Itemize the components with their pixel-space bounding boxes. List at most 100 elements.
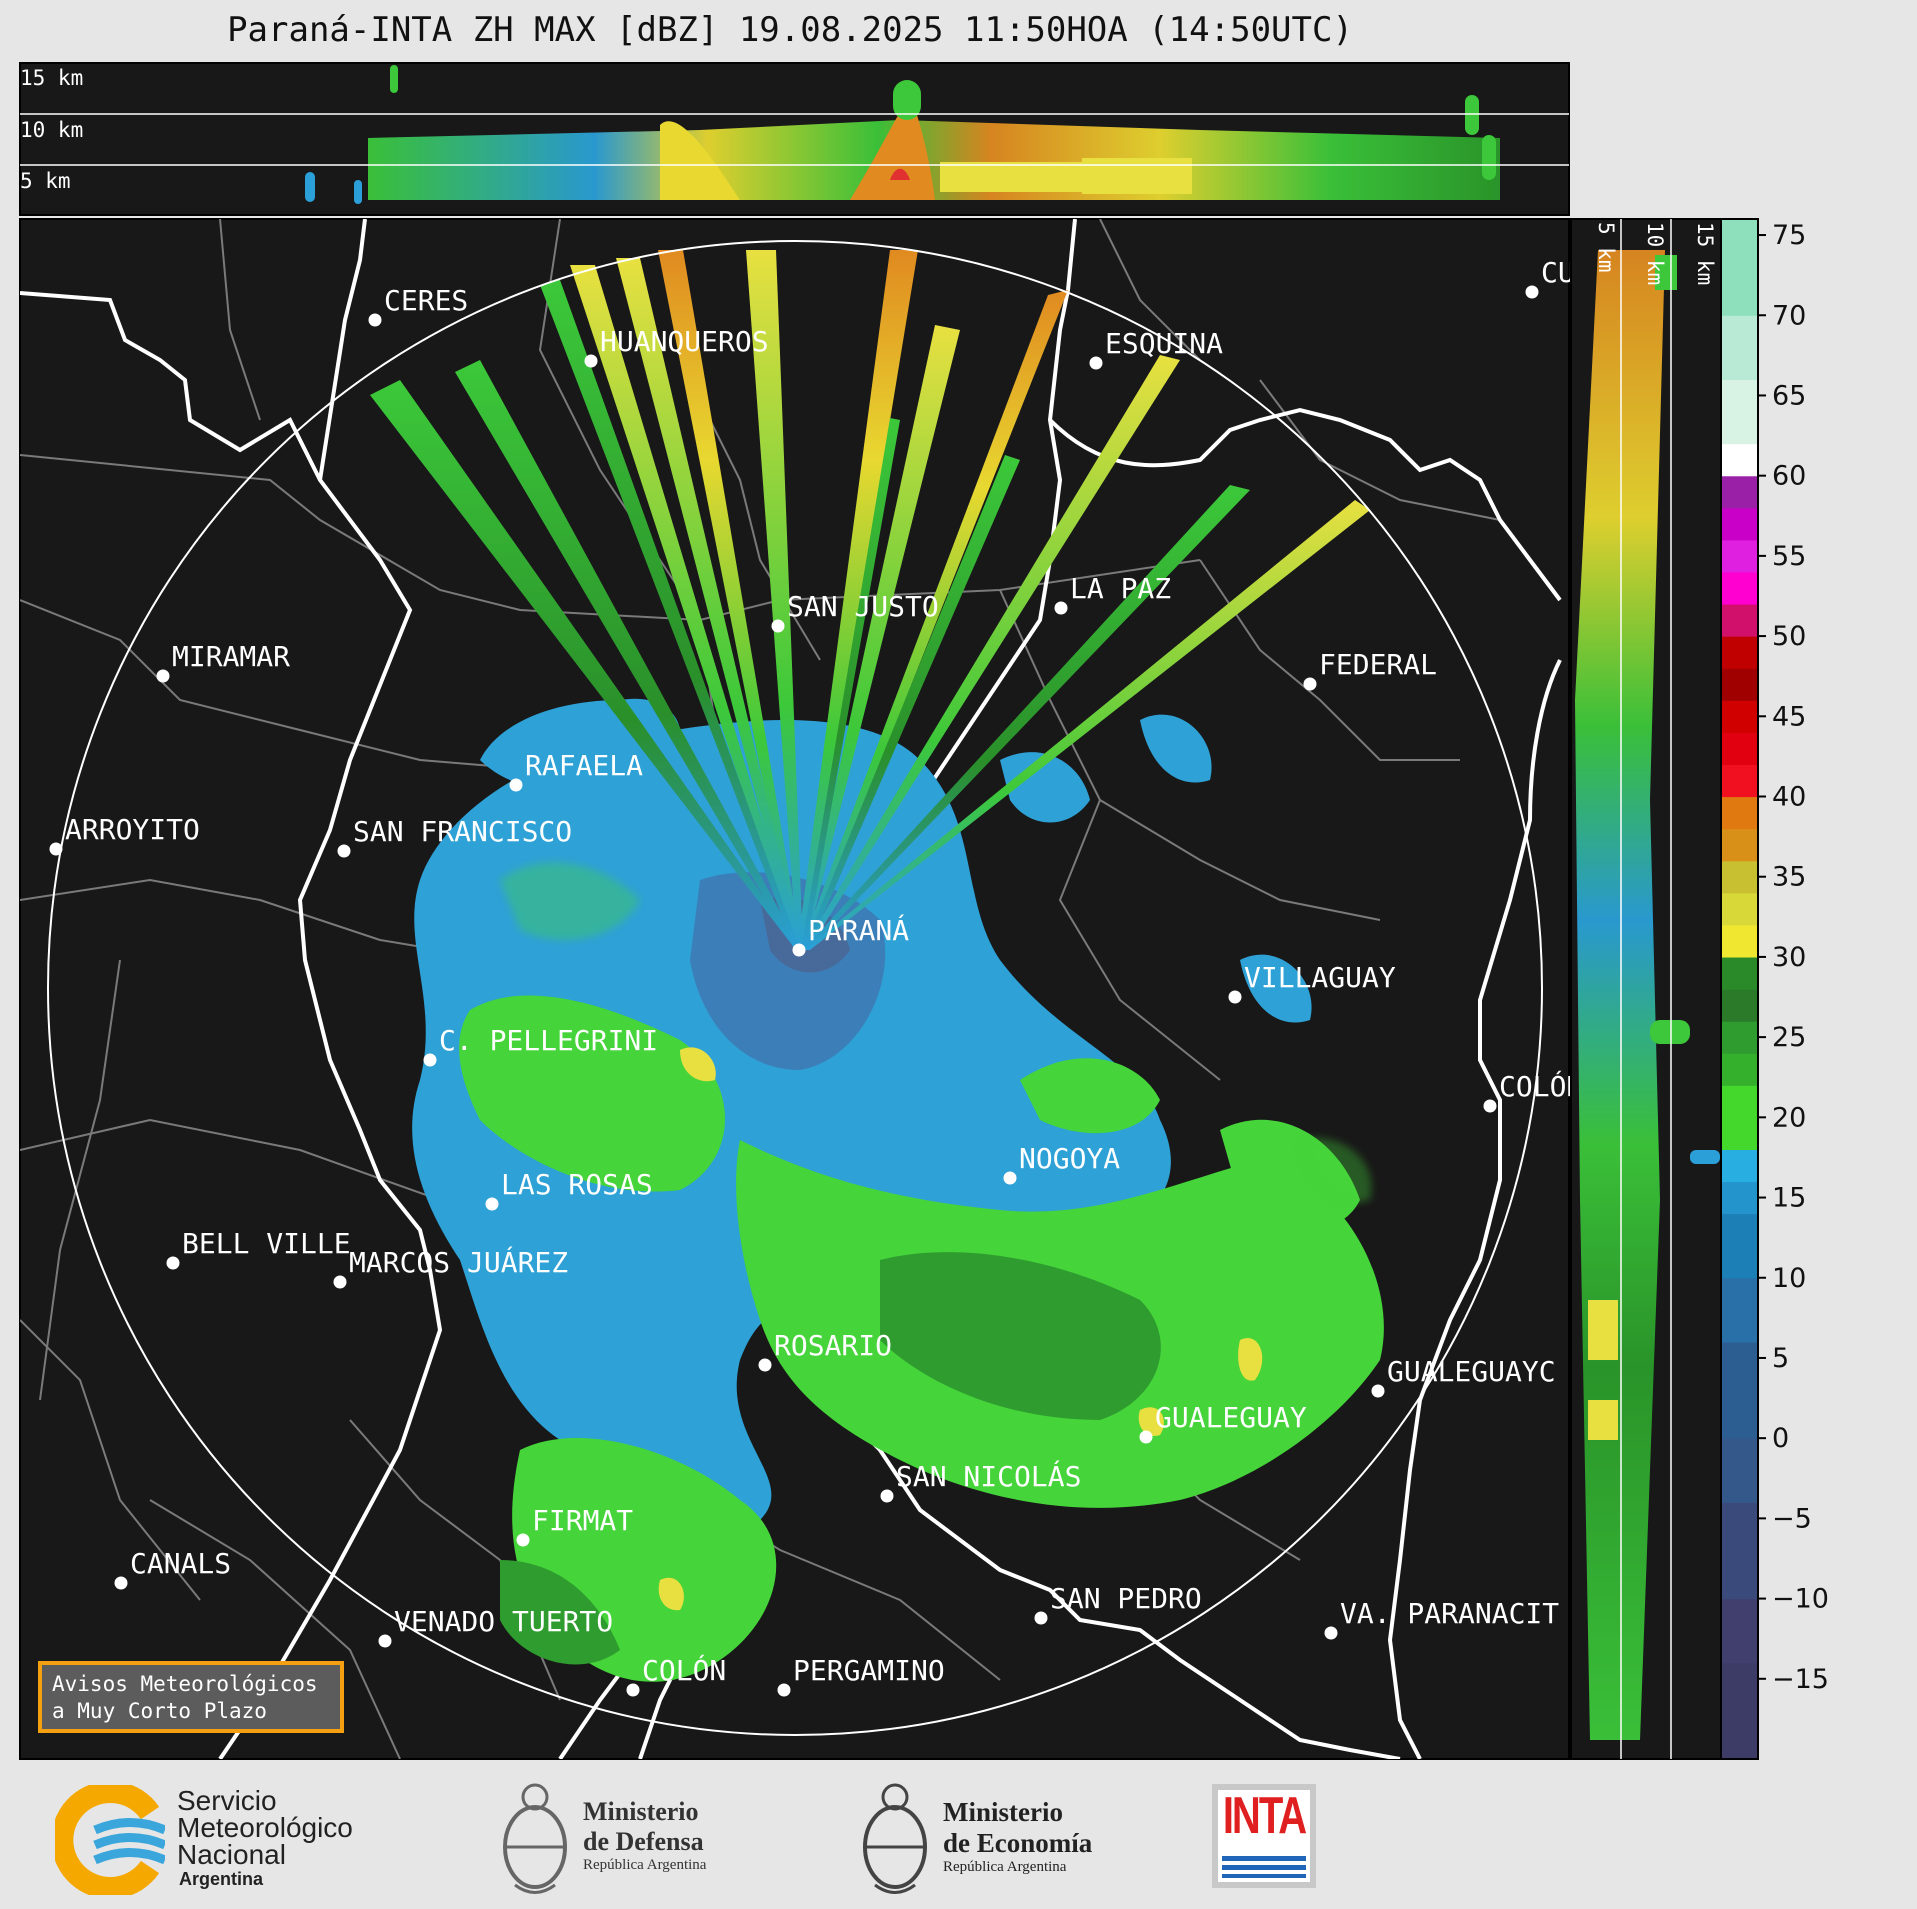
- city-label: C. PELLEGRINI: [439, 1024, 658, 1057]
- colorbar-swatch: [1721, 956, 1758, 990]
- alert-line-1: Avisos Meteorológicos: [52, 1672, 318, 1696]
- colorbar-tick-label: −10: [1772, 1584, 1829, 1615]
- colorbar-swatch: [1721, 1630, 1758, 1664]
- colorbar-swatch: [1721, 1534, 1758, 1568]
- city-label: CERES: [384, 284, 468, 317]
- colorbar-swatch: [1721, 443, 1758, 477]
- city-canals: CANALS: [114, 1547, 231, 1590]
- top-height-label-5: 5 km: [20, 169, 71, 193]
- city-firmat: FIRMAT: [516, 1504, 633, 1547]
- colorbar-swatch: [1721, 539, 1758, 573]
- side-height-label-5: 5 km: [1594, 222, 1618, 273]
- top-height-panel: 15 km 10 km 5 km: [19, 62, 1570, 216]
- defensa-logo: Ministerio de Defensa República Argentin…: [495, 1775, 755, 1900]
- city-parana: PARANÁ: [792, 913, 909, 957]
- city-dot: [792, 943, 806, 957]
- city-dot: [114, 1576, 128, 1590]
- city-label: RAFAELA: [525, 749, 643, 782]
- city-label: FEDERAL: [1319, 648, 1437, 681]
- city-san-francisco: SAN FRANCISCO: [337, 815, 572, 858]
- colorbar-swatch: [1721, 507, 1758, 541]
- colorbar-swatch: [1721, 1470, 1758, 1503]
- colorbar-swatch: [1721, 892, 1758, 926]
- smn-line-1: Servicio: [177, 1785, 277, 1816]
- city-c-pellegrini: C. PELLEGRINI: [423, 1024, 658, 1067]
- alert-box[interactable]: Avisos Meteorológicos a Muy Corto Plazo: [38, 1661, 344, 1733]
- city-nogoya: NOGOYA: [1003, 1142, 1120, 1185]
- reflectivity-echoes: [370, 250, 1384, 1682]
- colorbar-swatch: [1721, 283, 1758, 316]
- colorbar-tick-label: 55: [1772, 541, 1806, 572]
- colorbar-swatch: [1721, 571, 1758, 605]
- colorbar-swatch: [1721, 315, 1758, 348]
- city-dot: [1228, 990, 1242, 1004]
- side-height-label-15: 15 km: [1693, 222, 1717, 285]
- city-label: PARANÁ: [808, 913, 909, 947]
- economia-line-1: Ministerio: [943, 1797, 1063, 1827]
- colorbar-swatch: [1721, 1566, 1758, 1600]
- colorbar-tick-label: 45: [1772, 701, 1806, 732]
- colorbar-swatch: [1721, 1662, 1758, 1696]
- city-gualeguaychu: GUALEGUAYC: [1371, 1355, 1556, 1398]
- city-dot: [1089, 356, 1103, 370]
- city-dot: [584, 354, 598, 368]
- smn-line-4: Argentina: [179, 1869, 264, 1889]
- colorbar-swatch: [1721, 1341, 1758, 1375]
- colorbar-swatch: [1721, 475, 1758, 509]
- city-label: BELL VILLE: [182, 1227, 351, 1260]
- colorbar-swatch: [1721, 1149, 1758, 1183]
- city-dot: [1139, 1430, 1153, 1444]
- city-las-rosas: LAS ROSAS: [485, 1168, 653, 1211]
- city-label: LA PAZ: [1070, 572, 1171, 605]
- colorbar-tick-label: −5: [1772, 1503, 1812, 1534]
- city-dot: [626, 1683, 640, 1697]
- city-label: COLÓN: [1499, 1069, 1583, 1103]
- colorbar-swatch: [1721, 1694, 1758, 1728]
- city-dot: [423, 1053, 437, 1067]
- colorbar-swatch: [1721, 379, 1758, 413]
- inta-logo-text: INTA: [1222, 1787, 1307, 1845]
- city-dot: [1303, 677, 1317, 691]
- economia-logo: Ministerio de Economía República Argenti…: [855, 1775, 1135, 1900]
- city-huanqueros: HUANQUEROS: [584, 325, 769, 368]
- city-label: VA. PARANACIT: [1340, 1597, 1559, 1630]
- top-height-label-15: 15 km: [20, 66, 83, 90]
- colorbar-tick-label: 60: [1772, 461, 1806, 492]
- colorbar-tick-label: 20: [1772, 1102, 1806, 1133]
- defensa-line-1: Ministerio: [583, 1797, 699, 1826]
- colorbar-swatch: [1721, 668, 1758, 701]
- argentina-shield-icon: [863, 1783, 927, 1894]
- colorbar-swatch: [1721, 1374, 1758, 1407]
- city-label: MARCOS JUÁREZ: [349, 1245, 568, 1279]
- colorbar-swatch: [1721, 1438, 1758, 1471]
- colorbar-swatch: [1721, 1213, 1758, 1247]
- city-dot: [1483, 1099, 1497, 1113]
- city-label: HUANQUEROS: [600, 325, 769, 358]
- city-dot: [368, 313, 382, 327]
- colorbar-swatch: [1721, 924, 1758, 958]
- city-bell-ville: BELL VILLE: [166, 1227, 351, 1270]
- city-label: SAN FRANCISCO: [353, 815, 572, 848]
- colorbar-tick-label: 10: [1772, 1263, 1806, 1294]
- city-label: GUALEGUAYC: [1387, 1355, 1556, 1388]
- city-rosario: ROSARIO: [758, 1329, 892, 1372]
- city-colon-ba: COLÓN: [626, 1653, 726, 1697]
- city-dot: [771, 619, 785, 633]
- city-dot: [485, 1197, 499, 1211]
- colorbar-tick-label: 0: [1772, 1423, 1789, 1454]
- city-label: SAN NICOLÁS: [896, 1459, 1081, 1493]
- city-colon-er: COLÓN: [1483, 1069, 1583, 1113]
- colorbar-swatch: [1721, 1085, 1758, 1118]
- colorbar-swatch: [1721, 1117, 1758, 1151]
- city-miramar: MIRAMAR: [156, 640, 290, 683]
- colorbar-tick-label: 30: [1772, 942, 1806, 973]
- spoke-rays: [370, 250, 1370, 950]
- colorbar-swatch: [1721, 1181, 1758, 1215]
- smn-line-3: Nacional: [177, 1839, 286, 1870]
- colorbar-swatch: [1721, 989, 1758, 1022]
- city-dot: [333, 1275, 347, 1289]
- city-markers: CERES HUANQUEROS ESQUINA CU SAN JUSTO LA PAZ M…: [49, 256, 1583, 1697]
- city-dot: [378, 1634, 392, 1648]
- side-height-label-10: 10 km: [1643, 222, 1667, 285]
